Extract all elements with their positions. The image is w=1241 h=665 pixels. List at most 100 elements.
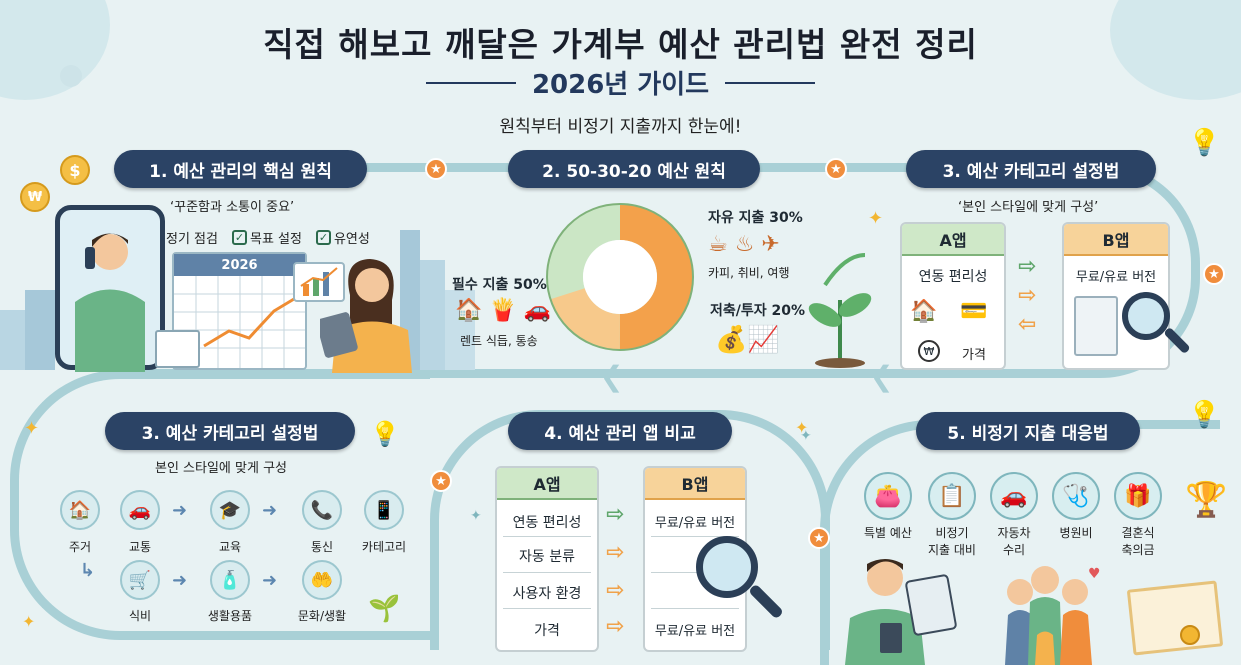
phone-illustration — [55, 205, 165, 370]
subtitle: 2026년 가이드 — [531, 70, 710, 100]
app-b-head: B앱 — [1064, 224, 1168, 256]
pill-50-30-20-label: 2. 50-30-20 예산 원칙 — [542, 161, 726, 182]
magnifier-icon — [1122, 292, 1170, 340]
trophy-icon: 🏆 — [1185, 480, 1228, 520]
checkbox-icon: ✓ — [231, 230, 247, 245]
man-on-phone-illustration — [75, 233, 145, 372]
smartphone-icon: 📱 — [364, 490, 404, 530]
man-with-calculator-illustration — [845, 559, 957, 665]
subtitle-row: 2026년 가이드 — [0, 64, 1241, 101]
app-b-head: B앱 — [645, 468, 745, 500]
s5-item-label: 자동차 수리 — [997, 526, 1031, 557]
app-b-row: 무료/유료 버전 — [654, 516, 736, 531]
calendar-chart: 2026 — [172, 252, 307, 370]
free-spending-label: 자유 지출 30% — [708, 210, 803, 226]
star-marker-5: ★ — [808, 527, 830, 549]
cat-label: 생활용품 — [207, 609, 253, 623]
won-icon: ₩ — [918, 340, 940, 362]
arrow-right-icon: ⇨ — [1018, 254, 1037, 279]
arrow-right-icon: ⇨ — [606, 502, 625, 527]
money-bag-icons: 💰📈 — [715, 325, 780, 355]
subtitle-line-right — [725, 81, 816, 84]
arrow-right-icon: ➜ — [262, 570, 278, 591]
app-a-row: 자동 분류 — [519, 549, 575, 565]
checklist-icon: 📋 — [928, 472, 976, 520]
woman-with-tablet-illustration — [320, 259, 412, 373]
checkbox-icon: ✓ — [315, 230, 331, 245]
saving-label: 저축/투자 20% — [710, 303, 806, 319]
app-a-row: 사용자 환경 — [512, 586, 582, 602]
medical-icon: 🩺 — [1052, 472, 1100, 520]
car-icon: 🚗 — [990, 472, 1038, 520]
arrow-right-icon: ⇨ — [606, 614, 625, 639]
cat-label: 식비 — [128, 609, 152, 623]
star-marker-3: ★ — [1203, 263, 1225, 285]
cat-label: 문화/생활 — [297, 609, 347, 623]
coin-icon: $ — [60, 155, 90, 185]
pill-category-setup-bottom: 3. 예산 카테고리 설정법 — [105, 412, 355, 450]
won-coin-icon: ₩ — [20, 182, 50, 212]
pill-app-compare-label: 4. 예산 관리 앱 비교 — [544, 423, 696, 444]
pill-irregular-spending: 5. 비정기 지출 대응법 — [916, 412, 1140, 450]
check-label: 유연성 — [333, 232, 370, 247]
free-spending-icons: ☕ ♨ ✈ — [708, 232, 780, 257]
calendar-year: 2026 — [221, 257, 258, 273]
sparkle-icon: ✦ — [800, 428, 812, 444]
arrow-right-icon: ➜ — [172, 500, 188, 521]
family-illustration — [1005, 566, 1092, 665]
lightbulb-icon: 💡 — [1188, 128, 1221, 158]
house-icon: 🏠 — [60, 490, 100, 530]
path-arrow-2: ❮ — [600, 360, 624, 393]
s5-item-label: 비정기 지출 대비 — [928, 526, 976, 557]
s1-checklist: ✓정기 점검 ✓목표 설정 ✓유연성 — [148, 228, 370, 247]
cat-label: 카테고리 — [361, 540, 407, 554]
s3-top-quote: ‘본인 스타일에 맞게 구성’ — [958, 200, 1099, 215]
free-spending-items: 카피, 취비, 여행 — [708, 266, 790, 280]
culture-icon: 🤲 — [302, 560, 342, 600]
sparkle-icon: ✦ — [795, 418, 809, 437]
pill-category-setup-top-label: 3. 예산 카테고리 설정법 — [942, 161, 1120, 182]
donut-free-slice — [547, 204, 693, 350]
cat-label: 교육 — [218, 540, 242, 554]
arrow-left-icon: ⇦ — [1018, 312, 1037, 337]
graduation-cap-icon: 🎓 — [210, 490, 250, 530]
app-a-head-label: A앱 — [533, 475, 561, 494]
s5-item-label: 특별 예산 — [864, 526, 912, 540]
pill-category-setup-bottom-label: 3. 예산 카테고리 설정법 — [141, 423, 319, 444]
check-label: 정기 점검 — [166, 232, 218, 247]
heart-icon: ♥ — [1088, 566, 1101, 582]
subtitle-line-left — [425, 81, 516, 84]
sparkle-icon: ✦ — [24, 418, 40, 439]
essential-spending-items: 렌트 식듭, 통송 — [460, 334, 538, 348]
app-a-head: A앱 — [497, 468, 597, 500]
arrow-right-icon: ⇨ — [606, 540, 625, 565]
house-coin-icon: 🏠 — [910, 299, 938, 324]
small-calendar-icon — [155, 330, 200, 368]
calendar-header: 2026 — [174, 254, 305, 276]
cat-label: 주거 — [68, 540, 92, 554]
app-a-card: A앱 연동 편리성 자동 분류 사용자 환경 가격 — [495, 466, 599, 652]
s5-item-label: 결혼식 축의금 — [1121, 526, 1155, 557]
arrow-turn-icon: ↳ — [80, 560, 96, 581]
app-b-head-label: B앱 — [681, 475, 709, 494]
app-a-row: 연동 편리성 — [512, 515, 582, 531]
arrow-right-icon: ⇨ — [606, 578, 625, 603]
app-a-row: 가격 — [534, 623, 560, 639]
arrow-right-icon: ⇨ — [1018, 283, 1037, 308]
sparkle-icon: ✦ — [22, 612, 36, 631]
app-b-row: 무료/유료 버전 — [1075, 270, 1157, 285]
plant-sprout-illustration — [808, 253, 872, 368]
check-label: 목표 설정 — [249, 232, 302, 247]
path-arrow-1: ❮ — [870, 360, 894, 393]
medal-icon — [1180, 625, 1200, 645]
star-marker-4: ★ — [430, 470, 452, 492]
sparkle-icon: ✦ — [868, 208, 884, 229]
app-b-head-label: B앱 — [1102, 231, 1130, 250]
grocery-icon: 🛒 — [120, 560, 160, 600]
wallet-icon: 👛 — [864, 472, 912, 520]
app-a-card-top: A앱 연동 편리성 🏠 💳 ₩ 가격 — [900, 222, 1006, 370]
check-item-goal: ✓ 목표 설정 — [231, 228, 302, 247]
essential-spending-icons: 🏠 🍟 🚗 — [455, 298, 552, 323]
page-title: 직접 해보고 깨달은 가계부 예산 관리법 완전 정리 — [263, 25, 978, 64]
app-a-head: A앱 — [902, 224, 1004, 256]
